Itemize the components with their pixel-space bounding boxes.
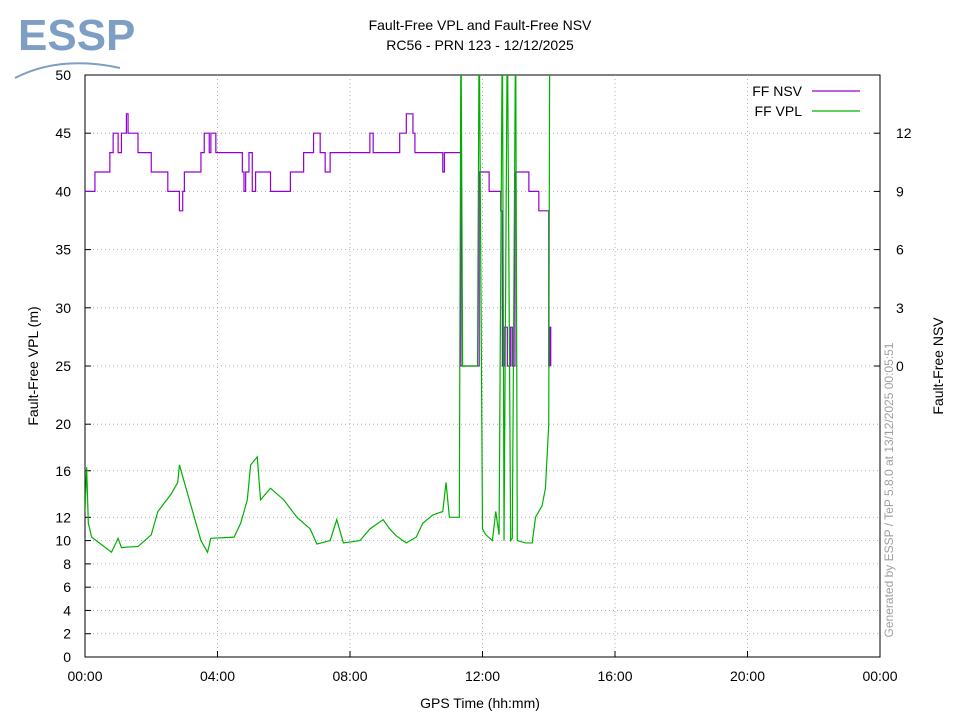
- y-tick-label: 30: [55, 300, 71, 316]
- y-tick-label: 16: [55, 463, 71, 479]
- y-tick-label: 50: [55, 67, 71, 83]
- legend-label: FF VPL: [755, 103, 803, 119]
- y-tick-label: 12: [55, 509, 71, 525]
- y2-axis-label: Fault-Free NSV: [930, 317, 946, 415]
- x-tick-label: 16:00: [597, 668, 632, 684]
- y-tick-label: 2: [63, 626, 71, 642]
- y2-tick-label: 12: [896, 125, 912, 141]
- chart-subtitle: RC56 - PRN 123 - 12/12/2025: [386, 37, 574, 53]
- plot-frame: [84, 74, 881, 658]
- y2-tick-label: 9: [896, 183, 904, 199]
- legend-label: FF NSV: [752, 83, 802, 99]
- data-line: [85, 113, 552, 367]
- y-tick-label: 40: [55, 183, 71, 199]
- y-tick-label: 8: [63, 556, 71, 572]
- y2-tick-label: 6: [896, 242, 904, 258]
- logo: ESSP: [18, 11, 135, 60]
- y-tick-label: 25: [55, 358, 71, 374]
- y-tick-label: 0: [63, 649, 71, 665]
- x-axis-label: GPS Time (hh:mm): [420, 695, 540, 711]
- y2-tick-label: 3: [896, 300, 904, 316]
- y-tick-label: 10: [55, 533, 71, 549]
- x-tick-label: 00:00: [862, 668, 897, 684]
- logo-arc: [14, 62, 121, 79]
- y-tick-label: 45: [55, 125, 71, 141]
- x-tick-label: 00:00: [67, 668, 102, 684]
- plot-area: [85, 75, 552, 554]
- x-tick-label: 08:00: [332, 668, 367, 684]
- y-axis-label: Fault-Free VPL (m): [25, 306, 41, 425]
- x-tick-label: 12:00: [465, 668, 500, 684]
- y-tick-label: 20: [55, 416, 71, 432]
- y2-tick-label: 0: [896, 358, 904, 374]
- data-line: [85, 75, 551, 554]
- x-tick-label: 04:00: [200, 668, 235, 684]
- y-tick-label: 4: [63, 602, 71, 618]
- footer-note: Generated by ESSP / TeP 5.8.0 at 13/12/2…: [882, 342, 896, 637]
- chart-title: Fault-Free VPL and Fault-Free NSV: [369, 17, 592, 33]
- x-tick-label: 20:00: [730, 668, 765, 684]
- y-tick-label: 35: [55, 242, 71, 258]
- y-tick-label: 6: [63, 579, 71, 595]
